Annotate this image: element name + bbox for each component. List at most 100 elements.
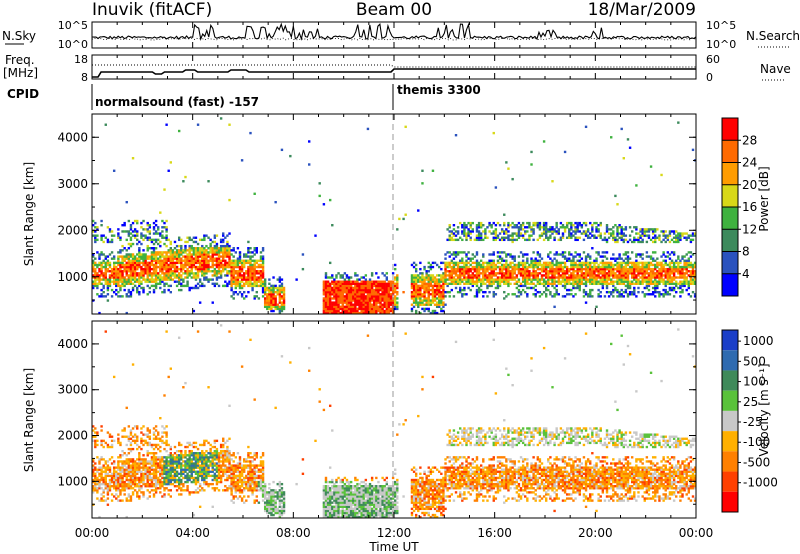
power-cell [630,280,634,283]
power-cell [396,301,399,304]
power-cell [238,251,242,254]
power-cell [188,263,191,267]
power-cell [108,263,112,267]
power-cell [610,228,613,231]
power-cell [643,230,646,233]
power-cell [423,276,426,279]
power-cell [100,288,103,292]
power-cell [278,299,282,302]
power-cell [148,247,152,250]
power-cell [507,234,510,237]
power-cell [152,274,156,277]
power-cell [112,290,116,294]
power-cell [131,259,135,262]
velocity-cell [106,445,110,449]
power-cell [352,299,355,302]
power-cell [106,288,110,292]
power-cell [161,253,164,256]
power-cell [347,297,351,300]
power-cell [261,280,265,283]
power-cell [513,232,516,235]
power-cell [419,278,422,281]
power-cell [368,307,372,311]
power-cell [127,280,131,283]
power-cell [459,259,462,262]
power-cell [106,263,110,267]
power-cell [331,301,334,304]
power-cell [635,278,638,281]
power-cell [500,236,504,239]
power-cell [687,293,691,296]
power-cell [507,224,510,227]
power-cell [647,282,651,285]
power-cell [253,274,256,277]
power-cell [586,255,590,258]
beam-title: Beam 00 [356,0,432,20]
power-cell [196,267,200,271]
power-cell [142,288,145,292]
power-cell [691,272,695,275]
power-cell [612,257,615,260]
power-cell [563,265,567,269]
power-cell [549,290,552,294]
power-cell [387,295,391,298]
power-cell [373,290,376,294]
velocity-cell [129,441,133,445]
power-cell [154,274,158,277]
power-cell [549,272,552,275]
power-cell [444,263,447,267]
power-cell [605,257,609,260]
power-cell [435,297,439,300]
power-cell [624,288,628,292]
power-cell [213,244,217,248]
power-cell [341,309,344,313]
power-cell [551,180,554,183]
power-cell [219,263,223,267]
power-cell [165,226,168,229]
power-cell [133,219,137,223]
power-cell [370,272,374,275]
power-cell [429,303,433,306]
power-cell [599,255,602,258]
power-cell [477,280,481,283]
power-cell [668,263,672,267]
velocity-cell [127,493,131,496]
power-cell [159,234,162,237]
power-cell [131,272,135,275]
power-cell [435,263,439,267]
power-cell [626,286,630,290]
power-cell [503,263,506,267]
power-cell [557,272,560,275]
power-cell [243,265,246,269]
power-cell [175,280,179,283]
power-cell [559,282,563,285]
power-cell [557,265,560,269]
power-cell [358,293,361,296]
power-cell [442,278,445,281]
power-cell [664,274,667,277]
power-cell [240,293,244,296]
power-cell [528,221,531,225]
power-cell [240,261,244,265]
power-cell [624,276,628,279]
power-cell [442,303,445,306]
velocity-cell [96,431,99,434]
power-cell [582,221,586,225]
power-cell [595,226,598,229]
power-cell [423,288,426,292]
power-cell [136,267,139,271]
power-cell [381,303,384,306]
power-cell [119,288,122,292]
power-cell [595,259,598,262]
power-cell [584,259,588,262]
power-cell [112,263,116,267]
power-cell [565,267,569,271]
power-cell [683,259,686,262]
station-title: Inuvik (fitACF) [92,0,212,20]
power-cell [584,257,588,260]
power-cell [532,276,535,279]
power-cell [412,288,416,292]
power-cell [167,288,170,292]
velocity-cell [119,493,122,496]
power-cell [423,290,426,294]
